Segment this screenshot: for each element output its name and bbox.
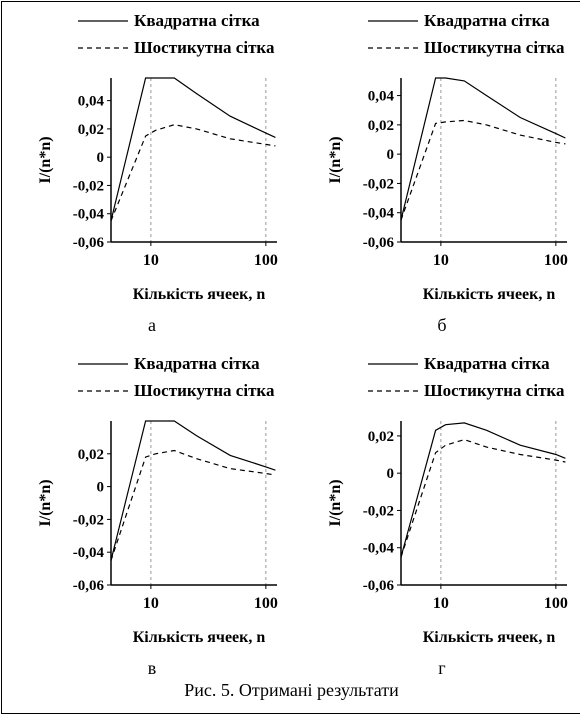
panel-label: в [148,658,157,678]
y-tick-label: -0,02 [73,178,104,194]
y-axis-label: I/(n*n) [327,136,344,183]
x-tick-label: 10 [433,252,449,269]
y-tick-label: -0,02 [363,503,394,519]
legend-label-square: Квадратна сітка [134,11,260,30]
y-tick-label: -0,06 [73,578,105,594]
y-tick-label: -0,06 [73,235,105,251]
y-tick-label: 0 [387,147,395,163]
series-line-hex [401,119,566,221]
series-line-square [111,420,276,561]
x-tick-label: 10 [143,595,159,612]
panel-label: а [148,315,156,335]
x-axis-label: Кількість ячеек, n [133,286,266,303]
x-tick-label: 10 [143,252,159,269]
x-tick-label: 100 [544,595,568,612]
chart-panel-1: Квадратна сітка Шостикутна сітка 0,04 0,02 0… [37,11,278,335]
x-axis-label: Кількість ячеек, n [423,286,556,303]
legend-label-hex: Шостикутна сітка [134,381,275,400]
x-tick-label: 100 [254,595,278,612]
y-tick-label: -0,02 [73,512,104,528]
series-line-hex [111,124,276,222]
y-tick-label: 0,02 [78,447,104,463]
x-axis-label: Кількість ячеек, n [133,629,266,646]
x-tick-label: 10 [433,595,449,612]
y-tick-label: 0 [97,150,105,166]
legend-label-hex: Шостикутна сітка [424,38,565,57]
y-tick-label: -0,06 [363,578,395,594]
y-tick-label: 0,04 [78,94,105,110]
chart-panel-3: Квадратна сітка Шостикутна сітка 0,02 0 -0,0… [37,354,278,678]
y-tick-label: -0,02 [363,176,394,192]
legend-label-square: Квадратна сітка [424,354,550,373]
y-tick-label: 0,04 [368,89,395,105]
x-tick-label: 100 [544,252,568,269]
series-line-hex [401,438,566,558]
y-tick-label: 0 [387,466,395,482]
y-axis-label: I/(n*n) [37,136,54,183]
series-line-hex [111,449,276,561]
y-tick-label: -0,04 [73,207,105,223]
legend-label-hex: Шостикутна сітка [134,38,275,57]
series-line-square [401,77,566,221]
y-tick-label: -0,04 [363,541,395,557]
chart-panel-2: Квадратна сітка Шостикутна сітка 0,04 0,02 0… [327,11,568,335]
y-tick-label: -0,04 [363,206,395,222]
y-tick-label: 0,02 [368,429,394,445]
y-tick-label: -0,06 [363,235,395,251]
y-axis-label: I/(n*n) [327,479,344,526]
y-tick-label: 0,02 [368,118,394,134]
legend-label-square: Квадратна сітка [424,11,550,30]
figure-caption: Рис. 5. Отримані результати [184,680,399,700]
chart-panel-4: Квадратна сітка Шостикутна сітка 0,02 0 -0,0… [327,354,568,678]
legend-label-hex: Шостикутна сітка [424,381,565,400]
y-axis-label: I/(n*n) [37,479,54,526]
panel-label: г [438,658,445,678]
series-line-square [401,422,566,558]
y-tick-label: 0 [97,480,105,496]
series-line-square [111,77,276,221]
legend-label-square: Квадратна сітка [134,354,260,373]
y-tick-label: -0,04 [73,545,105,561]
panel-label: б [437,315,446,335]
x-axis-label: Кількість ячеек, n [423,629,556,646]
y-tick-label: 0,02 [78,122,104,138]
x-tick-label: 100 [254,252,278,269]
